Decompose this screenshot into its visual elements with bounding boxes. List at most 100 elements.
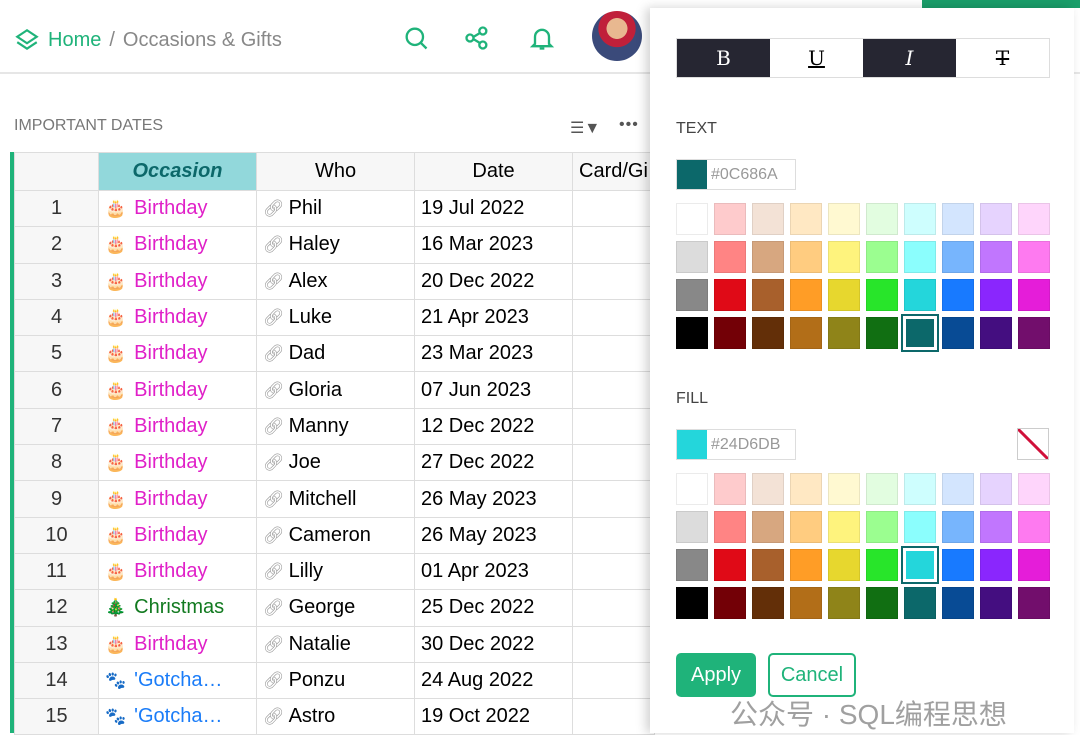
card-gift-cell[interactable] bbox=[572, 661, 655, 700]
color-swatch[interactable] bbox=[790, 587, 822, 619]
text-color-hex[interactable]: #0C686A bbox=[711, 166, 778, 183]
color-swatch[interactable] bbox=[714, 241, 746, 273]
color-swatch[interactable] bbox=[942, 511, 974, 543]
underline-button[interactable]: U bbox=[808, 46, 825, 70]
color-swatch[interactable] bbox=[904, 203, 936, 235]
color-swatch[interactable] bbox=[714, 587, 746, 619]
who-cell[interactable]: 🔗︎ Cameron bbox=[256, 516, 415, 554]
table-row[interactable]: 13 🎂 Birthday 🔗︎ Natalie 30 Dec 2022 bbox=[14, 625, 655, 663]
no-fill-button[interactable] bbox=[1017, 428, 1049, 460]
color-swatch[interactable] bbox=[676, 587, 708, 619]
color-swatch[interactable] bbox=[980, 317, 1012, 349]
date-cell[interactable]: 26 May 2023 bbox=[414, 516, 573, 554]
color-swatch[interactable] bbox=[714, 317, 746, 349]
card-gift-cell[interactable] bbox=[572, 589, 655, 627]
date-cell[interactable]: 12 Dec 2022 bbox=[414, 407, 573, 446]
card-gift-cell[interactable] bbox=[572, 407, 655, 446]
table-row[interactable]: 1 🎂 Birthday 🔗︎ Phil 19 Jul 2022 bbox=[14, 189, 655, 228]
color-swatch[interactable] bbox=[676, 203, 708, 235]
color-swatch[interactable] bbox=[790, 511, 822, 543]
color-swatch[interactable] bbox=[866, 279, 898, 311]
who-cell[interactable]: 🔗︎ Joe bbox=[256, 444, 415, 482]
color-swatch[interactable] bbox=[676, 317, 708, 349]
color-swatch[interactable] bbox=[866, 317, 898, 349]
color-swatch[interactable] bbox=[714, 549, 746, 581]
card-gift-cell[interactable] bbox=[572, 480, 655, 518]
search-icon[interactable] bbox=[402, 24, 430, 52]
color-swatch[interactable] bbox=[752, 511, 784, 543]
color-swatch[interactable] bbox=[790, 317, 822, 349]
card-gift-cell[interactable] bbox=[572, 698, 655, 735]
card-gift-cell[interactable] bbox=[572, 444, 655, 482]
date-cell[interactable]: 23 Mar 2023 bbox=[414, 335, 573, 373]
text-color-field[interactable]: #0C686A bbox=[676, 159, 796, 190]
color-swatch[interactable] bbox=[752, 549, 784, 581]
color-swatch[interactable] bbox=[942, 279, 974, 311]
color-swatch[interactable] bbox=[866, 473, 898, 505]
column-header-who[interactable]: Who bbox=[256, 152, 415, 191]
color-swatch[interactable] bbox=[714, 203, 746, 235]
color-swatch[interactable] bbox=[752, 317, 784, 349]
card-gift-cell[interactable] bbox=[572, 625, 655, 663]
column-header-card-gift[interactable]: Card/Gi bbox=[572, 152, 655, 191]
occasion-cell[interactable]: 🎂 Birthday bbox=[98, 371, 257, 409]
color-swatch[interactable] bbox=[828, 279, 860, 311]
avatar[interactable] bbox=[592, 11, 642, 61]
color-swatch[interactable] bbox=[980, 549, 1012, 581]
card-gift-cell[interactable] bbox=[572, 298, 655, 337]
occasion-cell[interactable]: 🎂 Birthday bbox=[98, 335, 257, 373]
color-swatch[interactable] bbox=[752, 473, 784, 505]
color-swatch[interactable] bbox=[752, 587, 784, 619]
who-cell[interactable]: 🔗︎ Lilly bbox=[256, 552, 415, 591]
breadcrumb-home[interactable]: Home bbox=[48, 28, 102, 51]
color-swatch[interactable] bbox=[714, 473, 746, 505]
color-swatch[interactable] bbox=[942, 587, 974, 619]
who-cell[interactable]: 🔗︎ Natalie bbox=[256, 625, 415, 663]
who-cell[interactable]: 🔗︎ Ponzu bbox=[256, 661, 415, 700]
color-swatch[interactable] bbox=[1018, 279, 1050, 311]
table-row[interactable]: 15 🐾 'Gotcha… 🔗︎ Astro 19 Oct 2022 bbox=[14, 698, 655, 735]
who-cell[interactable]: 🔗︎ Manny bbox=[256, 407, 415, 446]
color-swatch[interactable] bbox=[942, 549, 974, 581]
color-swatch[interactable] bbox=[790, 549, 822, 581]
date-cell[interactable]: 25 Dec 2022 bbox=[414, 589, 573, 627]
table-row[interactable]: 11 🎂 Birthday 🔗︎ Lilly 01 Apr 2023 bbox=[14, 552, 655, 591]
who-cell[interactable]: 🔗︎ Gloria bbox=[256, 371, 415, 409]
color-swatch[interactable] bbox=[1018, 587, 1050, 619]
card-gift-cell[interactable] bbox=[572, 552, 655, 591]
color-swatch[interactable] bbox=[752, 203, 784, 235]
color-swatch[interactable] bbox=[866, 241, 898, 273]
table-row[interactable]: 8 🎂 Birthday 🔗︎ Joe 27 Dec 2022 bbox=[14, 444, 655, 482]
color-swatch[interactable] bbox=[980, 587, 1012, 619]
date-cell[interactable]: 20 Dec 2022 bbox=[414, 262, 573, 300]
fill-color-hex[interactable]: #24D6DB bbox=[711, 436, 781, 453]
color-swatch[interactable] bbox=[866, 203, 898, 235]
color-swatch[interactable] bbox=[828, 203, 860, 235]
table-row[interactable]: 2 🎂 Birthday 🔗︎ Haley 16 Mar 2023 bbox=[14, 226, 655, 264]
color-swatch[interactable] bbox=[752, 241, 784, 273]
who-cell[interactable]: 🔗︎ Dad bbox=[256, 335, 415, 373]
color-swatch[interactable] bbox=[866, 511, 898, 543]
color-swatch[interactable] bbox=[980, 241, 1012, 273]
color-swatch[interactable] bbox=[676, 511, 708, 543]
occasion-cell[interactable]: 🎂 Birthday bbox=[98, 407, 257, 446]
color-swatch[interactable] bbox=[942, 473, 974, 505]
color-swatch[interactable] bbox=[942, 317, 974, 349]
strikethrough-button[interactable]: T bbox=[995, 46, 1010, 70]
color-swatch[interactable] bbox=[1018, 241, 1050, 273]
color-swatch[interactable] bbox=[752, 279, 784, 311]
who-cell[interactable]: 🔗︎ Alex bbox=[256, 262, 415, 300]
date-cell[interactable]: 19 Jul 2022 bbox=[414, 189, 573, 228]
italic-button[interactable]: I bbox=[863, 39, 956, 77]
color-swatch[interactable] bbox=[904, 279, 936, 311]
occasion-cell[interactable]: 🎂 Birthday bbox=[98, 298, 257, 337]
table-row[interactable]: 14 🐾 'Gotcha… 🔗︎ Ponzu 24 Aug 2022 bbox=[14, 661, 655, 700]
more-options-icon[interactable]: ••• bbox=[619, 116, 639, 133]
color-swatch[interactable] bbox=[676, 549, 708, 581]
date-cell[interactable]: 07 Jun 2023 bbox=[414, 371, 573, 409]
table-row[interactable]: 10 🎂 Birthday 🔗︎ Cameron 26 May 2023 bbox=[14, 516, 655, 554]
color-swatch[interactable] bbox=[1018, 203, 1050, 235]
who-cell[interactable]: 🔗︎ Mitchell bbox=[256, 480, 415, 518]
date-cell[interactable]: 24 Aug 2022 bbox=[414, 661, 573, 700]
date-cell[interactable]: 16 Mar 2023 bbox=[414, 226, 573, 264]
